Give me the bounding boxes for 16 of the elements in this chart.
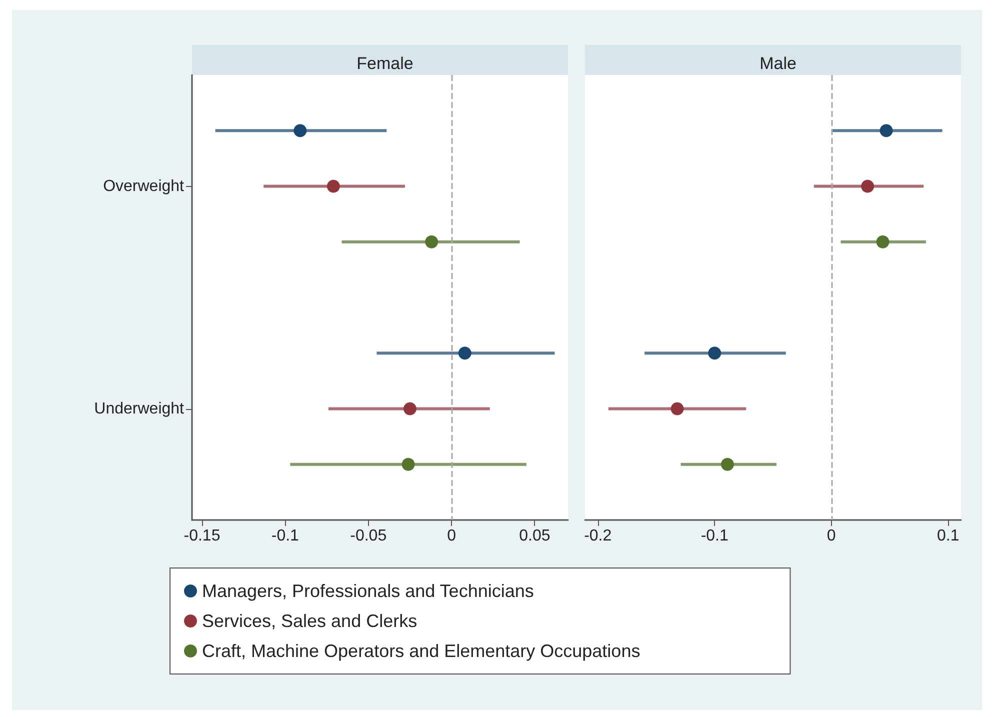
x-tick-label: -0.05 [350,528,387,544]
x-tick-label: 0.1 [937,528,960,544]
x-tick-label: 0.05 [519,528,550,544]
legend-label: Managers, Professionals and Technicians [202,581,534,601]
x-tick-label: -0.2 [584,528,612,544]
x-tick-label: -0.1 [271,528,300,544]
x-tick-label: -0.15 [184,528,220,544]
chart-title: Male [760,54,796,73]
x-tick-label: -0.1 [700,528,728,544]
legend-label: Craft, Machine Operators and Elementary Occupations [202,641,640,661]
chart-title: Female [356,54,414,73]
x-tick-label: 0 [447,528,456,544]
y-tick-label: Overweight [103,178,185,195]
legend-label: Services, Sales and Clerks [202,611,418,631]
x-tick-label: 0 [826,528,836,544]
y-tick-label: Underweight [94,400,185,418]
